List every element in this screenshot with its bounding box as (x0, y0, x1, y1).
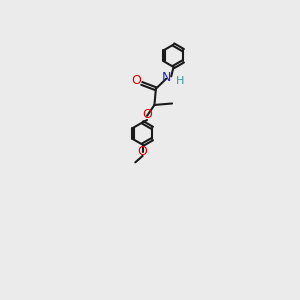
Text: O: O (131, 74, 141, 87)
Text: N: N (162, 71, 172, 84)
Text: O: O (142, 108, 152, 121)
Text: H: H (176, 76, 184, 86)
Text: O: O (138, 145, 148, 158)
